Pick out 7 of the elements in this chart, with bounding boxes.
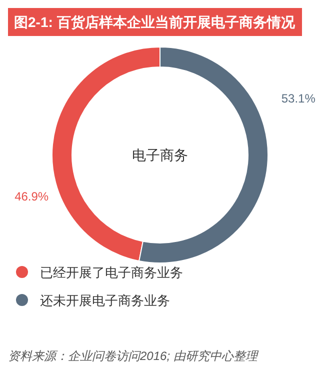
data-label: 53.1%	[281, 92, 316, 106]
text: 资料来源：企业问卷访问2016; 由研究中心整理	[8, 349, 260, 363]
text: 电子商务	[132, 147, 188, 163]
legend-label: 还未开展电子商务业务	[40, 293, 170, 308]
legend-label: 已经开展了电子商务业务	[40, 265, 183, 280]
chart-title: 图2-1: 百货店样本企业当前开展电子商务情况	[14, 14, 296, 30]
data-label: 46.9%	[14, 189, 49, 204]
